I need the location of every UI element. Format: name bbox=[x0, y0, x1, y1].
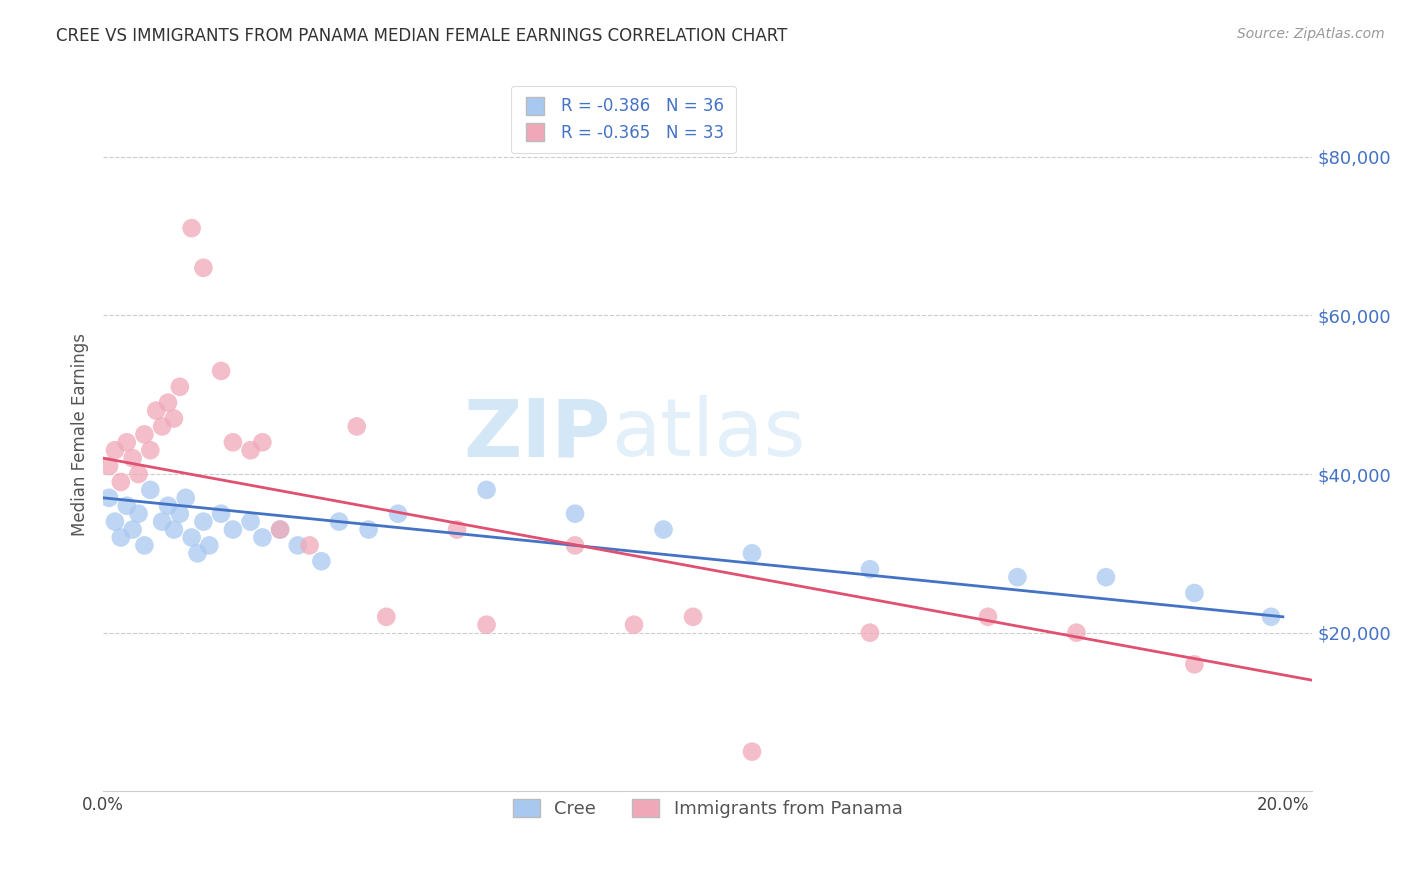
Point bbox=[121, 451, 143, 466]
Point bbox=[139, 483, 162, 497]
Point bbox=[150, 419, 173, 434]
Point bbox=[115, 435, 138, 450]
Point bbox=[287, 538, 309, 552]
Point bbox=[180, 531, 202, 545]
Point bbox=[623, 617, 645, 632]
Text: CREE VS IMMIGRANTS FROM PANAMA MEDIAN FEMALE EARNINGS CORRELATION CHART: CREE VS IMMIGRANTS FROM PANAMA MEDIAN FE… bbox=[56, 27, 787, 45]
Point bbox=[1095, 570, 1118, 584]
Point bbox=[121, 523, 143, 537]
Point bbox=[193, 260, 215, 275]
Point bbox=[1184, 586, 1206, 600]
Point bbox=[169, 507, 191, 521]
Point bbox=[475, 483, 498, 497]
Point bbox=[163, 523, 186, 537]
Point bbox=[198, 538, 221, 552]
Point bbox=[128, 467, 150, 481]
Point bbox=[180, 221, 202, 235]
Point bbox=[174, 491, 197, 505]
Point bbox=[193, 515, 215, 529]
Point bbox=[156, 395, 179, 409]
Point bbox=[298, 538, 321, 552]
Point bbox=[139, 443, 162, 458]
Point bbox=[110, 475, 132, 489]
Point bbox=[222, 435, 245, 450]
Point bbox=[169, 380, 191, 394]
Point bbox=[239, 515, 262, 529]
Point bbox=[134, 538, 156, 552]
Text: Source: ZipAtlas.com: Source: ZipAtlas.com bbox=[1237, 27, 1385, 41]
Point bbox=[209, 364, 232, 378]
Point bbox=[387, 507, 409, 521]
Point bbox=[104, 515, 127, 529]
Point bbox=[1066, 625, 1088, 640]
Point bbox=[156, 499, 179, 513]
Point bbox=[209, 507, 232, 521]
Point bbox=[311, 554, 333, 568]
Point bbox=[98, 459, 121, 474]
Point bbox=[446, 523, 468, 537]
Point bbox=[859, 562, 882, 576]
Point bbox=[346, 419, 368, 434]
Point bbox=[150, 515, 173, 529]
Point bbox=[145, 403, 167, 417]
Point bbox=[163, 411, 186, 425]
Point bbox=[859, 625, 882, 640]
Point bbox=[977, 609, 1000, 624]
Point bbox=[741, 546, 763, 560]
Point bbox=[1260, 609, 1282, 624]
Point bbox=[741, 745, 763, 759]
Point bbox=[682, 609, 704, 624]
Point bbox=[239, 443, 262, 458]
Text: atlas: atlas bbox=[612, 395, 806, 474]
Point bbox=[252, 435, 274, 450]
Point bbox=[375, 609, 398, 624]
Point bbox=[475, 617, 498, 632]
Point bbox=[110, 531, 132, 545]
Point bbox=[186, 546, 208, 560]
Text: ZIP: ZIP bbox=[464, 395, 612, 474]
Point bbox=[104, 443, 127, 458]
Point bbox=[652, 523, 675, 537]
Point bbox=[1184, 657, 1206, 672]
Point bbox=[222, 523, 245, 537]
Point bbox=[128, 507, 150, 521]
Y-axis label: Median Female Earnings: Median Female Earnings bbox=[72, 333, 89, 536]
Point bbox=[134, 427, 156, 442]
Legend: Cree, Immigrants from Panama: Cree, Immigrants from Panama bbox=[506, 791, 910, 825]
Point bbox=[328, 515, 350, 529]
Point bbox=[357, 523, 380, 537]
Point bbox=[269, 523, 291, 537]
Point bbox=[564, 538, 586, 552]
Point bbox=[98, 491, 121, 505]
Point bbox=[252, 531, 274, 545]
Point bbox=[115, 499, 138, 513]
Point bbox=[564, 507, 586, 521]
Point bbox=[1007, 570, 1029, 584]
Point bbox=[269, 523, 291, 537]
